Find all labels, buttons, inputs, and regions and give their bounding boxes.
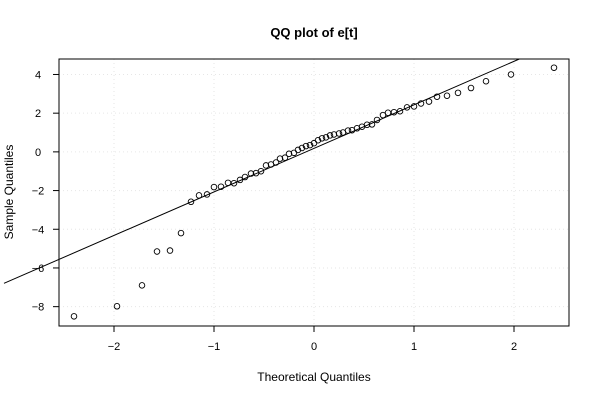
x-tick-label-3: 1: [411, 341, 417, 353]
data-points: [70, 64, 558, 320]
data-point-15: [247, 170, 255, 177]
data-point-9: [210, 183, 218, 191]
data-point-54: [454, 89, 462, 97]
data-point-48: [403, 104, 411, 111]
data-point-28: [306, 141, 314, 149]
data-point-35: [335, 130, 343, 137]
data-point-58: [550, 64, 558, 71]
data-point-7: [195, 192, 203, 199]
chart-title: QQ plot of e[t]: [270, 25, 357, 40]
grid-lines: [59, 59, 569, 326]
data-point-52: [433, 93, 441, 100]
data-point-49: [410, 103, 418, 110]
y-tick-label-3: −2: [32, 186, 45, 198]
x-tick-label-2: 0: [311, 341, 317, 353]
data-point-4: [166, 247, 174, 254]
data-point-0: [70, 313, 78, 320]
data-point-30: [314, 137, 322, 144]
data-point-2: [138, 282, 146, 289]
data-point-18: [262, 162, 270, 169]
reference-line: [3, 58, 520, 284]
data-point-21: [276, 155, 284, 162]
data-point-17: [257, 167, 265, 175]
y-axis: −8 −6 −4 −2 0 2 4: [32, 69, 59, 314]
reference-line-layer: [3, 58, 520, 284]
data-point-23: [285, 150, 293, 158]
data-point-26: [298, 144, 306, 152]
data-point-22: [281, 154, 289, 161]
data-point-20: [272, 159, 280, 166]
data-point-3: [153, 248, 161, 255]
data-point-50: [417, 100, 425, 107]
y-tick-label-0: −8: [32, 302, 45, 314]
data-point-27: [302, 142, 310, 150]
y-axis-label: Sample Quantiles: [2, 145, 16, 240]
x-tick-label-1: −1: [208, 341, 221, 353]
data-point-5: [177, 229, 185, 237]
y-tick-label-4: 0: [35, 147, 41, 159]
data-point-31: [318, 135, 326, 142]
data-point-46: [390, 108, 398, 116]
y-tick-label-5: 2: [35, 108, 41, 120]
data-point-53: [443, 92, 451, 100]
x-tick-label-4: 2: [511, 341, 517, 353]
data-point-55: [467, 84, 475, 92]
data-point-57: [507, 71, 515, 78]
data-point-8: [203, 191, 211, 198]
x-axis-label: Theoretical Quantiles: [257, 370, 370, 384]
data-point-12: [230, 179, 238, 187]
data-point-25: [294, 146, 302, 154]
y-tick-label-1: −6: [32, 263, 45, 275]
data-point-10: [217, 183, 225, 190]
y-tick-label-6: 4: [35, 69, 41, 81]
data-point-11: [224, 179, 232, 187]
data-point-34: [330, 131, 338, 138]
data-point-14: [241, 173, 249, 181]
data-point-47: [396, 107, 404, 115]
data-point-13: [236, 176, 244, 184]
data-point-56: [482, 77, 490, 85]
data-point-43: [373, 116, 381, 124]
data-point-41: [363, 121, 371, 129]
data-point-51: [425, 98, 433, 105]
y-tick-label-2: −4: [32, 224, 45, 236]
data-point-33: [326, 132, 334, 139]
data-point-37: [344, 127, 352, 134]
x-axis: −2 −1 0 1 2: [108, 326, 517, 353]
data-point-45: [384, 109, 392, 117]
data-point-1: [113, 303, 121, 310]
data-point-32: [322, 134, 330, 141]
x-tick-label-0: −2: [108, 341, 121, 353]
data-point-6: [187, 198, 195, 206]
data-point-42: [368, 121, 376, 128]
